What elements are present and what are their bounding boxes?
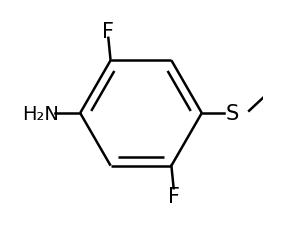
Text: F: F [168, 186, 180, 206]
Text: S: S [226, 104, 239, 123]
Text: F: F [102, 22, 114, 42]
Text: H₂N: H₂N [22, 104, 59, 123]
